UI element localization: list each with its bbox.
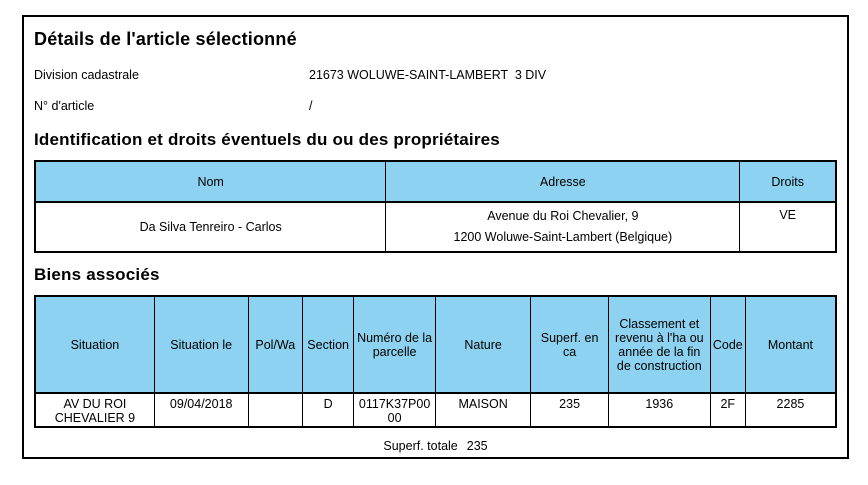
- cell-montant: 2285: [744, 392, 837, 428]
- cell-section: D: [302, 392, 355, 428]
- document-frame: Détails de l'article sélectionné Divisio…: [22, 15, 849, 459]
- adresse-line-1: Avenue du Roi Chevalier, 9: [487, 209, 639, 223]
- field-label-numero-article: N° d'article: [34, 99, 95, 113]
- owners-table-header-row: Nom Adresse Droits: [34, 160, 837, 203]
- cell-pol-wa: [247, 392, 304, 428]
- col-header-situation: Situation: [34, 295, 155, 394]
- cell-superf-en-ca: 235: [530, 392, 609, 428]
- cell-situation: AV DU ROI CHEVALIER 9: [34, 392, 155, 428]
- document-title: Détails de l'article sélectionné: [34, 29, 297, 49]
- cell-numero-parcelle: 0117K37P0000: [353, 392, 436, 428]
- field-value-numero-article: /: [309, 99, 313, 113]
- owners-table-row: Da Silva Tenreiro - Carlos Avenue du Roi…: [34, 201, 837, 253]
- owners-table: Nom Adresse Droits Da Silva Tenreiro - C…: [34, 160, 837, 253]
- col-header-adresse: Adresse: [385, 160, 741, 203]
- superf-totale-row: Superf. totale 235: [34, 439, 837, 453]
- col-header-situation-le: Situation le: [153, 295, 249, 394]
- col-header-superf-en-ca: Superf. en ca: [530, 295, 609, 394]
- cell-situation-le: 09/04/2018: [153, 392, 249, 428]
- biens-table-header-row: Situation Situation le Pol/Wa Section Nu…: [34, 295, 837, 394]
- biens-section-title: Biens associés: [34, 265, 160, 284]
- col-header-nature: Nature: [434, 295, 532, 394]
- adresse-line-2: 1200 Woluwe-Saint-Lambert (Belgique): [453, 230, 673, 244]
- superf-totale-label: Superf. totale: [383, 439, 458, 453]
- cell-nom: Da Silva Tenreiro - Carlos: [34, 201, 387, 253]
- col-header-numero-parcelle: Numéro de la parcelle: [353, 295, 436, 394]
- col-header-section: Section: [302, 295, 355, 394]
- superf-totale-value: 235: [466, 439, 488, 453]
- field-row-numero-article: N° d'article /: [34, 99, 837, 113]
- biens-table-row: AV DU ROI CHEVALIER 9 09/04/2018 D 0117K…: [34, 392, 837, 428]
- col-header-montant: Montant: [744, 295, 837, 394]
- field-value-division-cadastrale: 21673 WOLUWE-SAINT-LAMBERT 3 DIV: [309, 68, 547, 82]
- owners-section-title: Identification et droits éventuels du ou…: [34, 130, 500, 149]
- cell-droits: VE: [739, 201, 837, 253]
- field-row-division-cadastrale: Division cadastrale 21673 WOLUWE-SAINT-L…: [34, 68, 837, 82]
- cell-classement-revenu: 1936: [607, 392, 711, 428]
- col-header-nom: Nom: [34, 160, 387, 203]
- col-header-classement-revenu: Classement et revenu à l'ha ou année de …: [607, 295, 711, 394]
- cell-adresse: Avenue du Roi Chevalier, 9 1200 Woluwe-S…: [385, 201, 741, 253]
- field-label-division-cadastrale: Division cadastrale: [34, 68, 139, 82]
- cell-nature: MAISON: [434, 392, 532, 428]
- col-header-droits: Droits: [739, 160, 837, 203]
- col-header-pol-wa: Pol/Wa: [247, 295, 304, 394]
- cell-code: 2F: [709, 392, 746, 428]
- col-header-code: Code: [709, 295, 746, 394]
- biens-table: Situation Situation le Pol/Wa Section Nu…: [34, 295, 837, 428]
